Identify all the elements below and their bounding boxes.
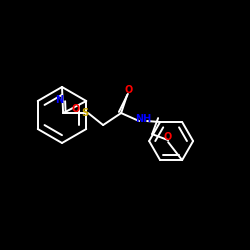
Text: O: O [72,104,80,114]
Text: O: O [125,85,133,95]
Text: O: O [164,132,172,142]
Text: N: N [56,95,64,105]
Text: S: S [82,108,89,118]
Text: NH: NH [135,114,151,124]
